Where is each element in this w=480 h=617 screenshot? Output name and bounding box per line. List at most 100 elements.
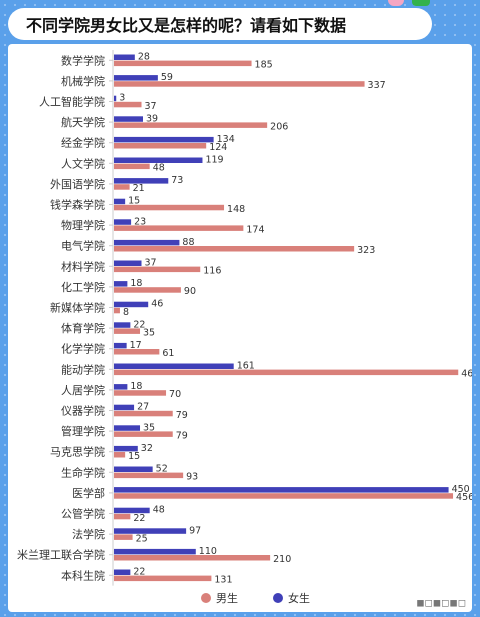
data-label-male: 148 — [227, 204, 245, 215]
bar-female — [114, 363, 234, 369]
bar-female — [114, 239, 180, 246]
data-label-female: 450 — [452, 484, 470, 495]
data-label-male: 79 — [176, 430, 188, 441]
category-label: 化工学院 — [61, 280, 105, 294]
bar-female — [114, 75, 158, 81]
data-label-female: 18 — [130, 381, 142, 392]
bar-female — [114, 342, 127, 349]
bar-female — [114, 95, 117, 102]
bar-male — [114, 431, 173, 437]
bar-female — [114, 322, 131, 328]
data-label-female: 73 — [171, 175, 183, 186]
bar-male — [114, 390, 167, 396]
bar-female — [114, 260, 142, 266]
data-label-female: 119 — [205, 155, 223, 166]
bar-male — [114, 493, 454, 499]
bar-female — [114, 487, 449, 493]
bar-female — [114, 466, 153, 472]
category-label: 马克思学院 — [50, 445, 105, 459]
data-label-male: 90 — [184, 286, 196, 297]
bar-male — [114, 328, 141, 334]
data-label-male: 185 — [255, 60, 273, 71]
data-label-male: 61 — [162, 348, 174, 359]
bar-female — [114, 528, 187, 534]
bar-male — [114, 472, 184, 479]
category-label: 数学学院 — [61, 53, 105, 67]
bar-male — [114, 184, 130, 190]
category-label: 材料学院 — [61, 259, 105, 273]
category-label: 电气学院 — [61, 239, 105, 253]
data-label-female: 27 — [137, 402, 149, 413]
page-title: 不同学院男女比又是怎样的呢？请看如下数据 — [26, 16, 347, 35]
category-label: 人居学院 — [61, 383, 105, 397]
category-label: 公管学院 — [61, 507, 105, 521]
bar-male — [114, 369, 459, 376]
category-label: 人文学院 — [61, 156, 105, 170]
bar-male — [114, 410, 173, 417]
category-label: 医学部 — [72, 486, 105, 500]
data-label-female: 161 — [237, 361, 255, 372]
bar-female — [114, 548, 196, 555]
bar-female — [114, 219, 132, 225]
data-label-male: 93 — [186, 472, 198, 483]
bar-male — [114, 555, 271, 561]
bar-female — [114, 281, 128, 287]
title-banner: 不同学院男女比又是怎样的呢？请看如下数据 — [8, 8, 432, 40]
category-label: 钱学森学院 — [50, 198, 105, 212]
category-label: 法学院 — [72, 527, 105, 541]
bar-male — [114, 60, 252, 67]
data-label-female: 28 — [138, 52, 150, 63]
data-label-male: 37 — [145, 101, 157, 112]
bar-female — [114, 384, 128, 390]
decorative-sticker — [388, 0, 404, 6]
data-label-female: 18 — [130, 278, 142, 289]
data-label-female: 110 — [199, 546, 217, 557]
category-label: 本科生院 — [61, 568, 105, 582]
category-label: 体育学院 — [61, 321, 105, 335]
bar-female — [114, 116, 143, 122]
bar-male — [114, 452, 126, 458]
data-label-male: 174 — [246, 224, 264, 235]
bar-female — [114, 136, 214, 143]
bar-male — [114, 534, 133, 540]
legend-label: 女生 — [288, 591, 310, 605]
data-label-male: 463 — [461, 369, 472, 380]
bar-female — [114, 507, 150, 514]
data-label-male: 15 — [128, 451, 140, 462]
bar-female — [114, 404, 135, 411]
category-label: 新媒体学院 — [50, 301, 105, 315]
data-label-female: 32 — [141, 443, 153, 454]
data-label-female: 23 — [134, 216, 146, 227]
data-label-female: 46 — [151, 299, 163, 310]
data-label-male: 131 — [214, 575, 232, 586]
category-label: 经金学院 — [61, 136, 105, 150]
data-label-male: 124 — [209, 142, 227, 153]
bar-male — [114, 143, 207, 149]
bar-female — [114, 569, 131, 575]
data-label-female: 22 — [133, 567, 145, 578]
bar-male — [114, 266, 201, 273]
data-label-male: 337 — [368, 80, 386, 91]
bar-female — [114, 445, 138, 452]
chart-panel: 数学学院 28 185 机械学院 59 337 人工智能学院 3 37 航天学院 39 206 经金学院… — [8, 44, 479, 612]
data-label-female: 134 — [217, 134, 235, 145]
data-label-male: 323 — [357, 245, 375, 256]
bar-male — [114, 307, 120, 314]
watermark: ◼◻◼◻◼◻ — [416, 598, 466, 609]
data-label-female: 48 — [153, 505, 165, 516]
bar-female — [114, 301, 149, 308]
legend-marker — [201, 593, 211, 603]
data-label-male: 70 — [169, 389, 181, 400]
bar-male — [114, 349, 160, 355]
data-label-male: 8 — [123, 307, 129, 318]
bar-female — [114, 198, 126, 205]
data-label-male: 206 — [270, 121, 288, 132]
legend-label: 男生 — [216, 591, 238, 605]
category-label: 仪器学院 — [61, 404, 105, 418]
category-label: 外国语学院 — [50, 177, 105, 191]
data-label-female: 35 — [143, 422, 155, 433]
bar-male — [114, 204, 225, 211]
data-label-female: 15 — [128, 196, 140, 207]
data-label-female: 97 — [189, 525, 201, 536]
bar-male — [114, 575, 212, 582]
